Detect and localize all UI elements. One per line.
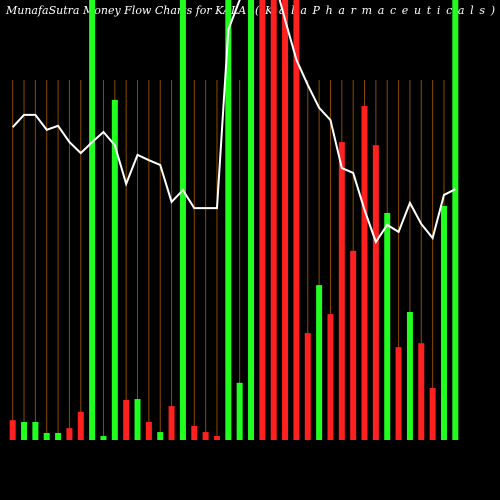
bar [440, 205, 447, 440]
bar [145, 421, 152, 440]
bar [202, 432, 209, 440]
bar [452, 0, 459, 440]
bar [43, 432, 50, 440]
bar [225, 0, 232, 440]
bar [372, 145, 379, 440]
bar [384, 212, 391, 440]
bar [32, 421, 39, 440]
bar [293, 0, 300, 440]
bar [361, 106, 368, 440]
bar [316, 285, 323, 440]
bar [350, 250, 357, 440]
bar [418, 343, 425, 440]
bar [282, 0, 289, 440]
plot-area [9, 0, 459, 440]
chart-title: MunafaSutra Money Flow Charts for KALA [5, 4, 246, 17]
bar [66, 428, 73, 440]
bar [123, 399, 130, 440]
bar [168, 406, 175, 440]
bar [134, 399, 141, 440]
bar [236, 382, 243, 440]
bar [270, 0, 277, 440]
bar [338, 142, 345, 440]
bar [100, 436, 107, 440]
bar [395, 347, 402, 440]
bar [9, 420, 16, 440]
bar [248, 0, 255, 440]
bar [157, 432, 164, 440]
bar [304, 333, 311, 440]
bar [213, 436, 220, 440]
bar [191, 425, 198, 440]
bar [429, 388, 436, 440]
bar [327, 314, 334, 440]
bar [55, 432, 62, 440]
bar [77, 411, 84, 440]
bar [111, 99, 118, 440]
bar [21, 421, 28, 440]
bar [406, 311, 413, 440]
bar [259, 0, 266, 440]
money-flow-line [11, 0, 456, 245]
bar [179, 0, 186, 440]
bar [89, 0, 96, 440]
